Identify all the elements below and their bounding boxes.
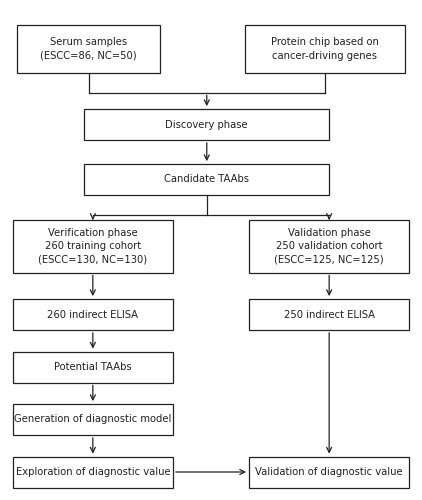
Text: Validation phase
250 validation cohort
(ESCC=125, NC=125): Validation phase 250 validation cohort (… xyxy=(274,228,384,265)
Text: 250 indirect ELISA: 250 indirect ELISA xyxy=(284,310,375,320)
Text: Serum samples
(ESCC=86, NC=50): Serum samples (ESCC=86, NC=50) xyxy=(41,37,137,60)
Text: Discovery phase: Discovery phase xyxy=(165,120,248,130)
FancyBboxPatch shape xyxy=(245,25,405,72)
FancyBboxPatch shape xyxy=(249,299,409,330)
Text: Potential TAAbs: Potential TAAbs xyxy=(54,362,132,372)
Text: Validation of diagnostic value: Validation of diagnostic value xyxy=(255,467,403,477)
FancyBboxPatch shape xyxy=(13,352,173,382)
FancyBboxPatch shape xyxy=(13,404,173,435)
FancyBboxPatch shape xyxy=(249,456,409,488)
FancyBboxPatch shape xyxy=(84,109,329,140)
FancyBboxPatch shape xyxy=(13,220,173,272)
Text: Candidate TAAbs: Candidate TAAbs xyxy=(164,174,249,184)
FancyBboxPatch shape xyxy=(13,299,173,330)
Text: 260 indirect ELISA: 260 indirect ELISA xyxy=(47,310,138,320)
Text: Exploration of diagnostic value: Exploration of diagnostic value xyxy=(16,467,170,477)
Text: Generation of diagnostic model: Generation of diagnostic model xyxy=(14,414,171,424)
FancyBboxPatch shape xyxy=(13,456,173,488)
Text: Verification phase
260 training cohort
(ESCC=130, NC=130): Verification phase 260 training cohort (… xyxy=(38,228,147,265)
FancyBboxPatch shape xyxy=(84,164,329,195)
FancyBboxPatch shape xyxy=(249,220,409,272)
FancyBboxPatch shape xyxy=(17,25,160,72)
Text: Protein chip based on
cancer-driving genes: Protein chip based on cancer-driving gen… xyxy=(271,37,379,60)
